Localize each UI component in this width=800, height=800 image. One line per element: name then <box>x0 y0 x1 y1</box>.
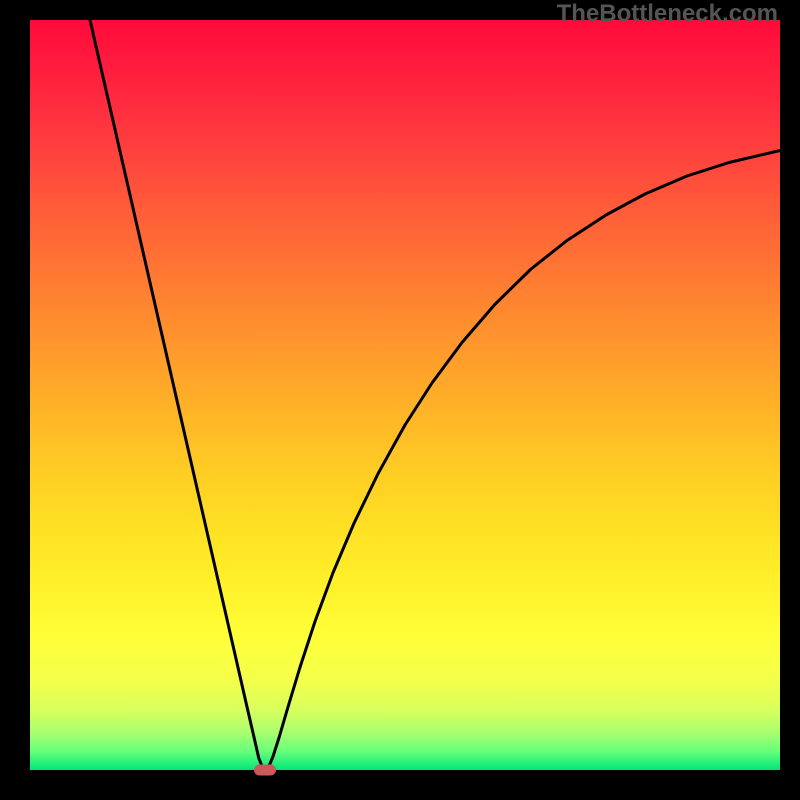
plot-area <box>30 20 780 770</box>
bottleneck-curve <box>30 20 780 770</box>
optimal-point-marker <box>254 765 276 776</box>
watermark-text: TheBottleneck.com <box>557 0 778 28</box>
chart-container: TheBottleneck.com <box>0 0 800 800</box>
